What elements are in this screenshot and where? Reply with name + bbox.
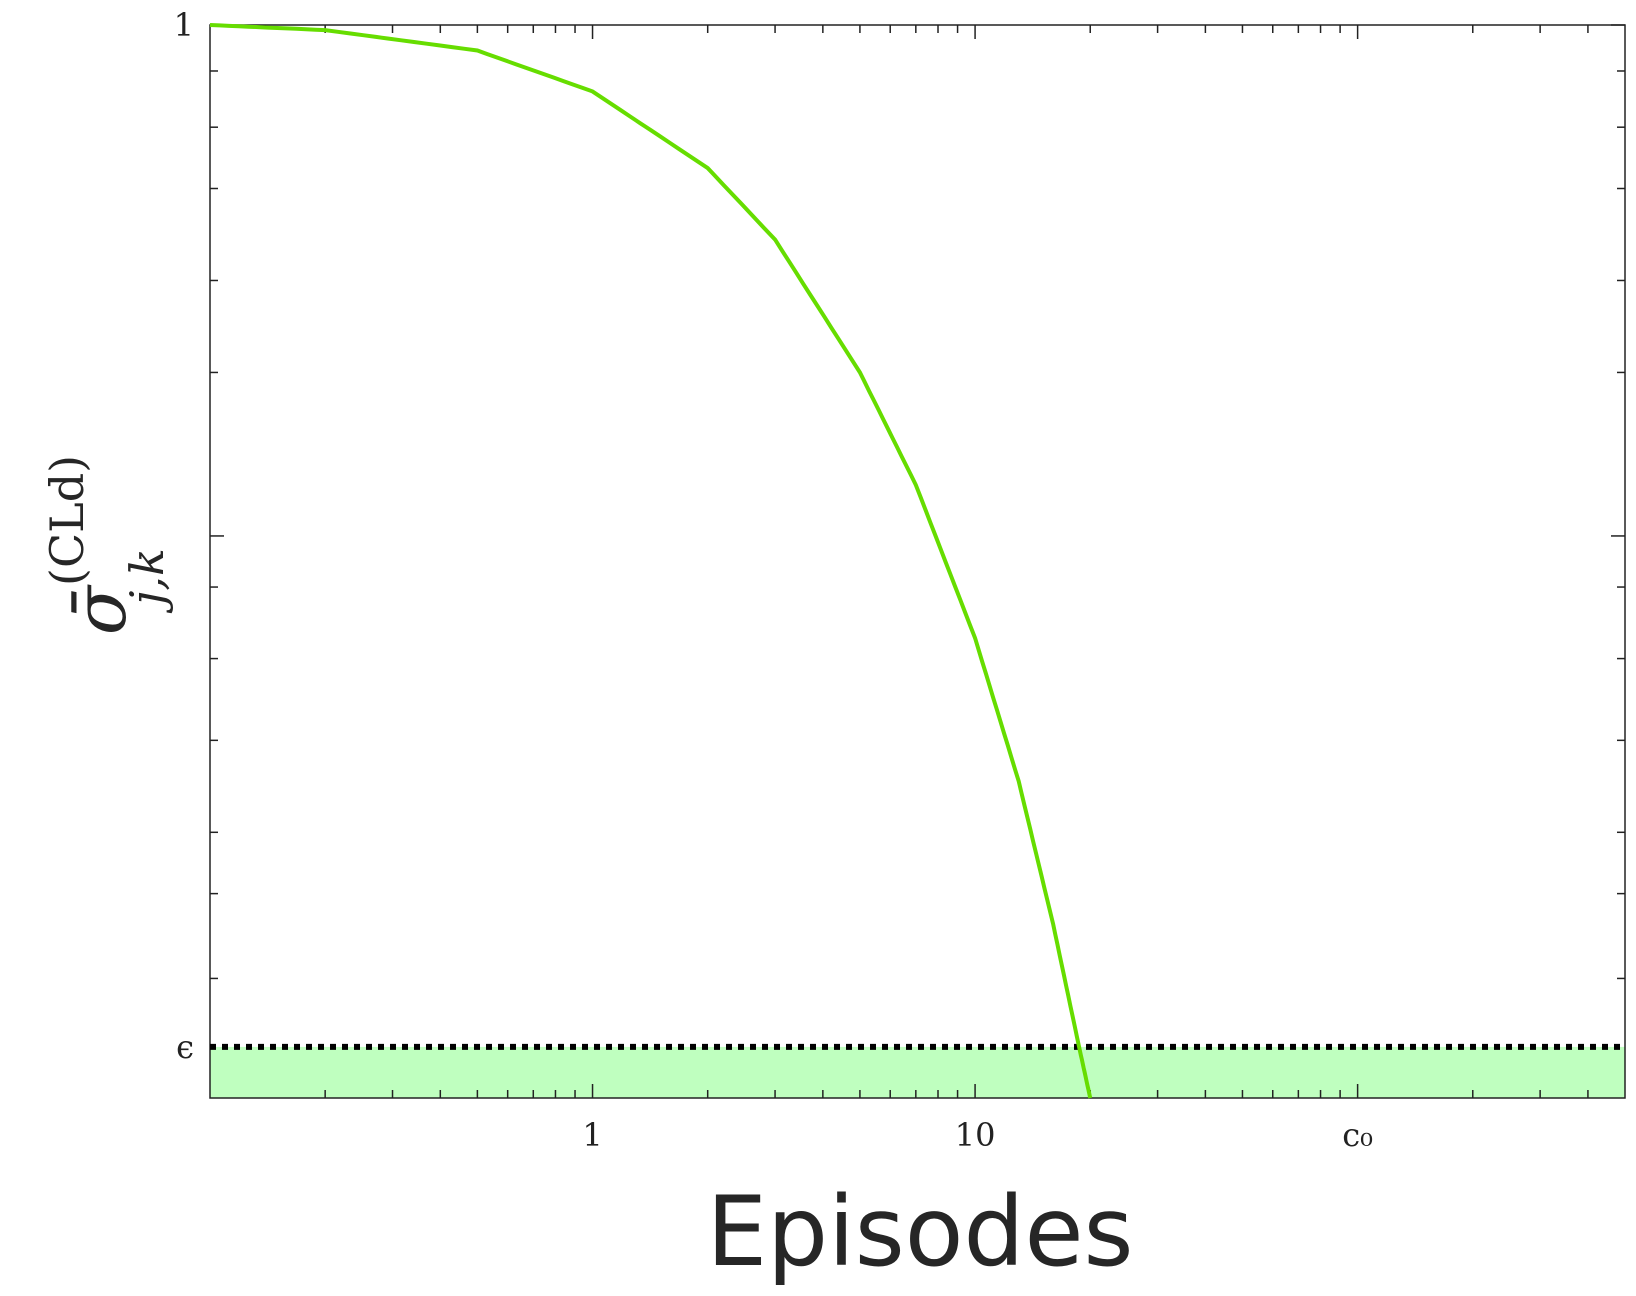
shaded-region xyxy=(210,1046,1625,1098)
x-tick-label: 10 xyxy=(955,1116,996,1154)
tick-marks xyxy=(210,24,1625,1098)
y-axis-label: σ̄(CLd) j,k xyxy=(40,455,174,635)
y-tick-labels: 1ϵ xyxy=(174,6,194,1066)
svg-text:σ̄(CLd)j,k: σ̄(CLd) j,k xyxy=(40,455,174,635)
y-axis-label-symbol: σ̄ xyxy=(58,584,142,635)
series-line xyxy=(209,23,1093,1099)
x-axis-label: Episodes xyxy=(706,1176,1133,1288)
y-tick-label: ϵ xyxy=(176,1028,194,1066)
y-axis-label-superscript: (CLd) xyxy=(40,455,94,586)
y-axis-label-subscript: j,k xyxy=(120,548,174,614)
x-tick-labels: 1 10 c₀ xyxy=(582,1116,1373,1154)
y-tick-label: 1 xyxy=(174,6,194,44)
x-tick-label: c₀ xyxy=(1342,1116,1373,1154)
x-tick-label: 1 xyxy=(582,1116,602,1154)
plot-frame xyxy=(209,24,1626,1099)
